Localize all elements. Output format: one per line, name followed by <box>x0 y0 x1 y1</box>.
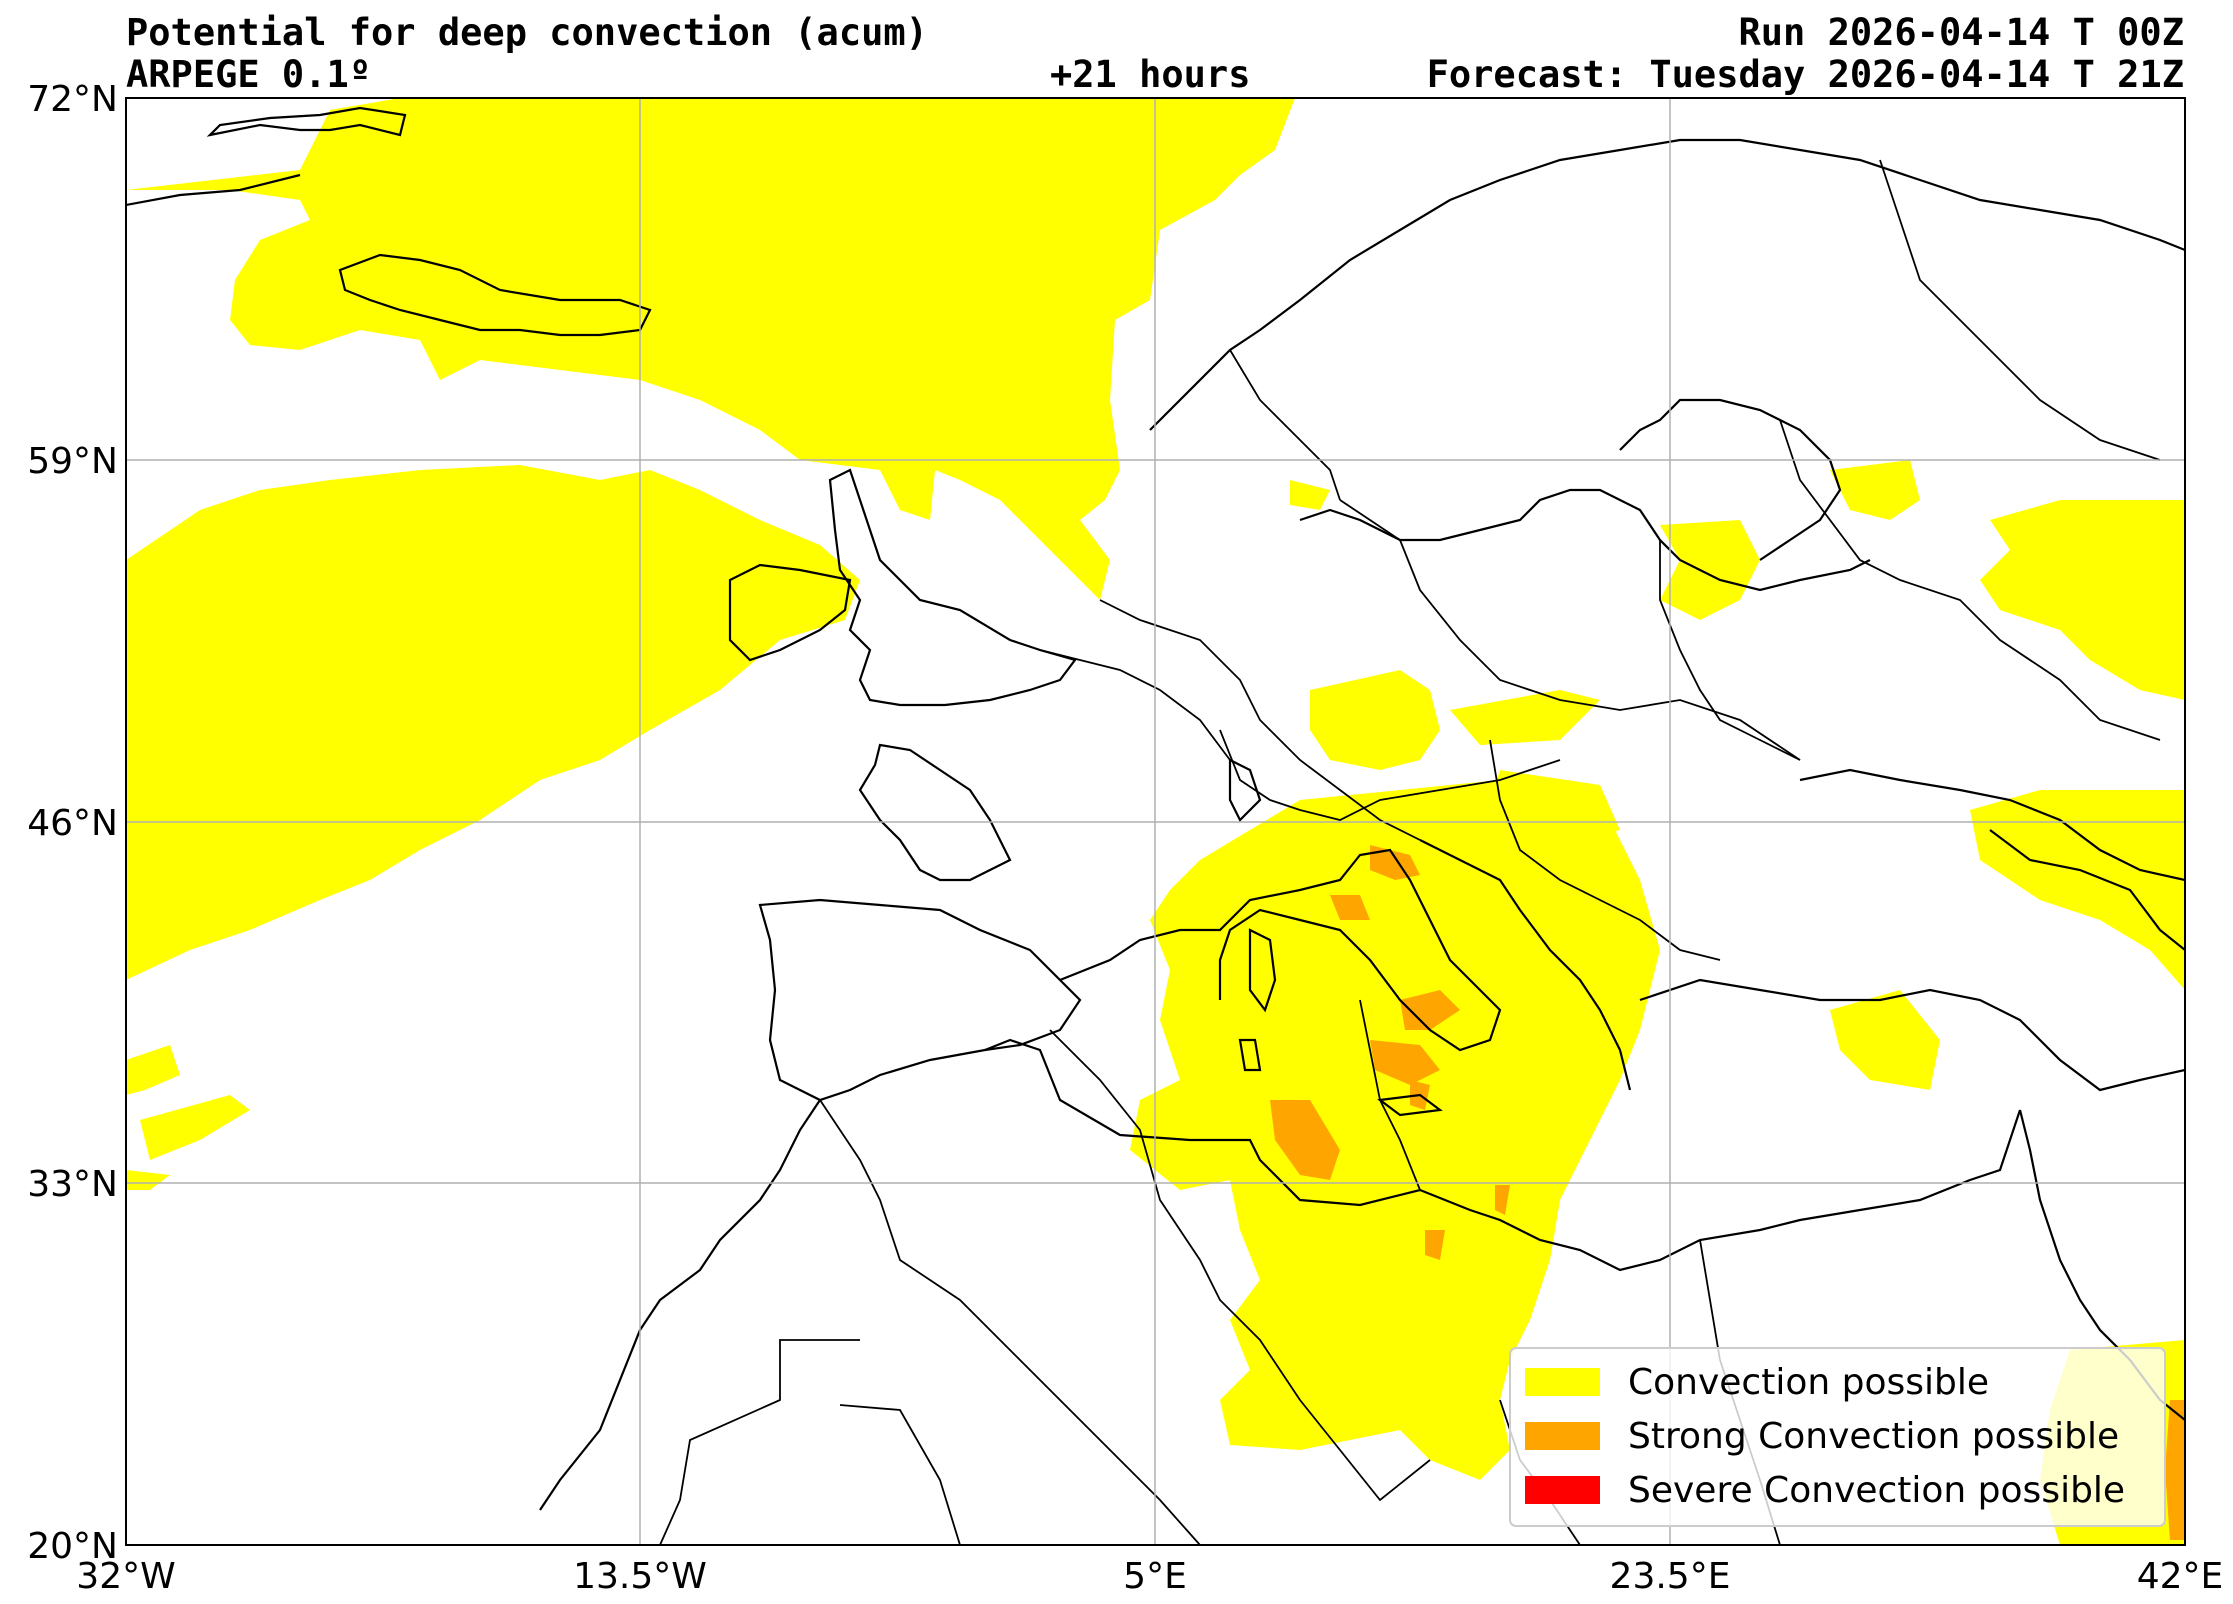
lon-tick-labels: 32°W 13.5°W 5°E 23.5°E 42°E <box>76 1556 2223 1597</box>
lat-tick-72: 72°N <box>27 79 118 120</box>
lon-tick-5e: 5°E <box>1123 1556 1187 1597</box>
lat-tick-33: 33°N <box>27 1164 118 1205</box>
lat-tick-20: 20°N <box>27 1526 118 1567</box>
legend-label-severe: Severe Convection possible <box>1628 1470 2125 1511</box>
gridlines <box>126 98 2185 1545</box>
legend-swatch-severe <box>1525 1476 1600 1504</box>
legend-swatch-strong <box>1525 1422 1600 1450</box>
lead-time: +21 hours <box>1050 53 1251 96</box>
lat-tick-labels: 72°N 59°N 46°N 33°N 20°N <box>27 79 118 1567</box>
legend-swatch-convection <box>1525 1368 1600 1396</box>
legend-label-strong: Strong Convection possible <box>1628 1416 2119 1457</box>
legend-box <box>1509 1347 2166 1527</box>
map-frame <box>125 97 2186 1546</box>
legend-label-convection: Convection possible <box>1628 1362 1989 1403</box>
lon-tick-23-5e: 23.5°E <box>1610 1556 1731 1597</box>
model-label: ARPEGE 0.1º <box>126 53 372 96</box>
lat-tick-46: 46°N <box>27 803 118 844</box>
chart-title: Potential for deep convection (acum) <box>126 11 928 54</box>
forecast-time: Forecast: Tuesday 2026-04-14 T 21Z <box>1426 53 2184 96</box>
legend: Convection possible Strong Convection po… <box>1509 1347 2166 1527</box>
lon-tick-42e: 42°E <box>2137 1556 2224 1597</box>
run-time: Run 2026-04-14 T 00Z <box>1738 11 2184 54</box>
lon-tick-32w: 32°W <box>76 1556 175 1597</box>
lat-tick-59: 59°N <box>27 441 118 482</box>
lon-tick-13-5w: 13.5°W <box>573 1556 707 1597</box>
strong-convection-areas <box>1270 845 2185 1540</box>
